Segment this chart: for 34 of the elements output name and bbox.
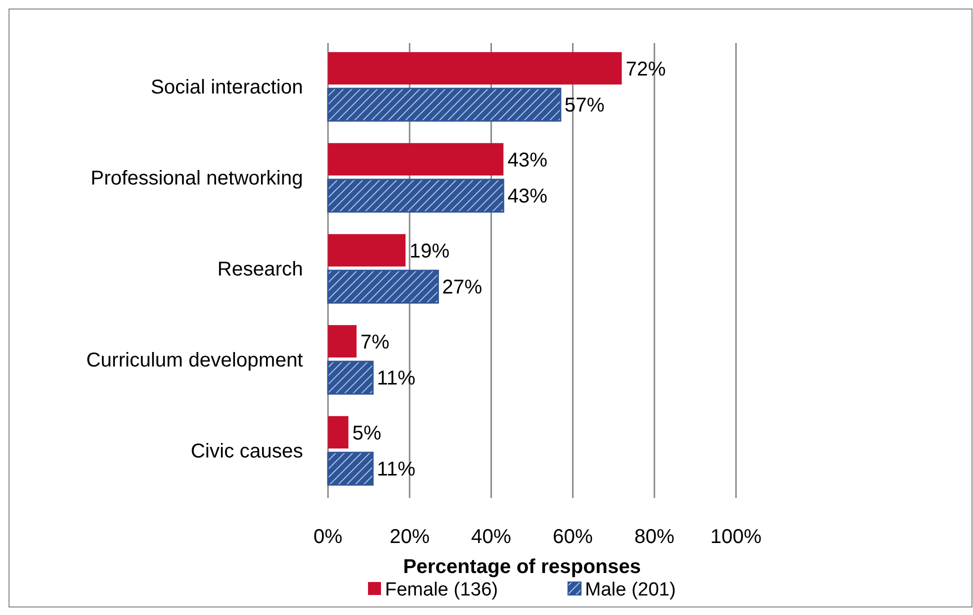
bar [328, 416, 348, 448]
y-tick-label: Research [217, 258, 303, 280]
data-label: 43% [507, 186, 548, 208]
data-label: 72% [626, 58, 666, 80]
y-tick-label: Professional networking [90, 168, 303, 190]
x-tick-label: 80% [634, 526, 675, 548]
legend-label: Female (136) [385, 580, 498, 601]
bar [327, 452, 374, 486]
x-tick-label: 100% [710, 526, 762, 548]
bar [328, 325, 357, 358]
data-label: 57% [564, 94, 605, 117]
bar [327, 178, 504, 213]
bar [328, 52, 622, 84]
x-tick-label: 60% [552, 526, 594, 548]
data-label: 11% [376, 458, 416, 481]
data-label: 5% [352, 422, 382, 444]
y-tick-label: Social interaction [150, 76, 303, 98]
data-label: 7% [360, 331, 390, 354]
bar [327, 270, 439, 304]
y-tick-label: Civic causes [190, 440, 303, 462]
data-label: 19% [410, 240, 450, 262]
bar [328, 143, 504, 176]
x-axis-title: Percentage of responses [403, 556, 641, 578]
data-label: 27% [442, 276, 482, 299]
data-label: 43% [507, 149, 548, 172]
data-label: 11% [376, 368, 416, 390]
bar [328, 234, 406, 266]
x-tick-label: 20% [390, 526, 430, 548]
x-tick-label: 0% [314, 526, 343, 548]
bar [327, 88, 562, 122]
y-tick-label: Curriculum development [86, 350, 304, 372]
bar [327, 360, 374, 395]
x-tick-label: 40% [471, 526, 512, 548]
legend-label: Male (201) [585, 580, 676, 601]
